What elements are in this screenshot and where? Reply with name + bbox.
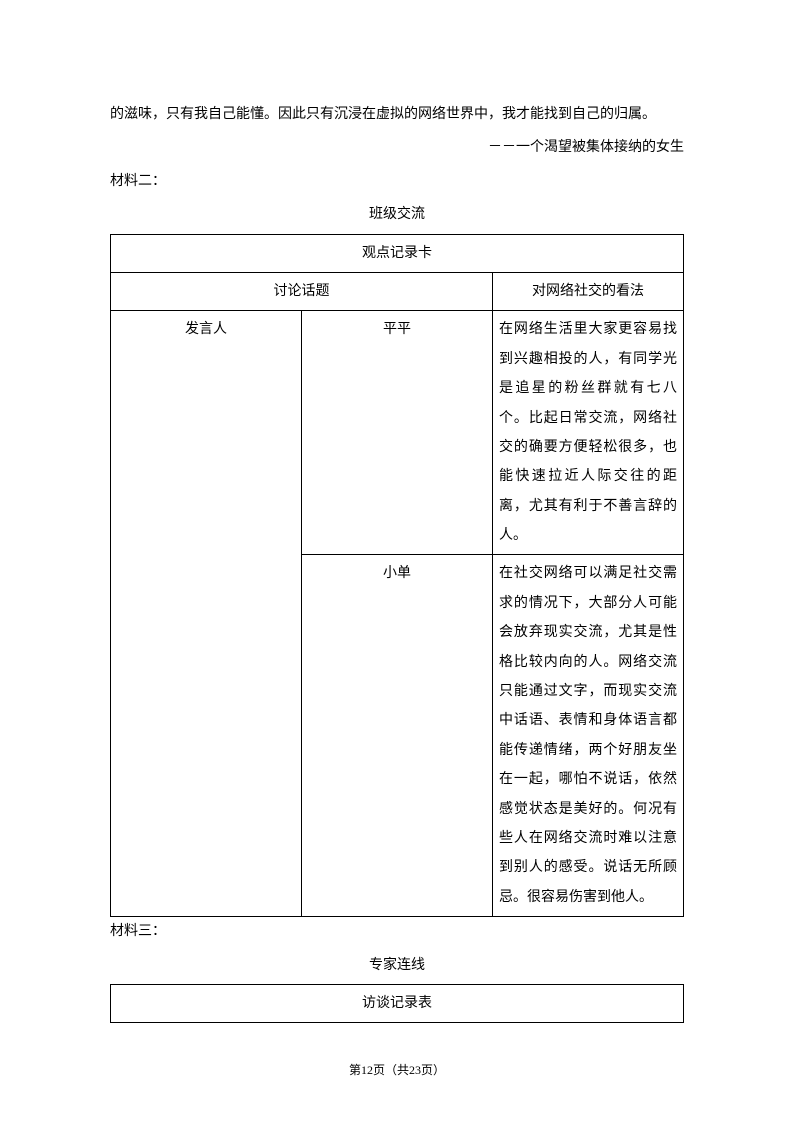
table-1-title: 班级交流 (110, 200, 684, 229)
table-1-col-opinion: 对网络社交的看法 (493, 272, 684, 310)
table-1-speaker-1-content: 在网络生活里大家更容易找到兴趣相投的人，有同学光是追星的粉丝群就有七八个。比起日… (493, 311, 684, 555)
table-2: 访谈记录表 (110, 984, 684, 1023)
signature-text: －－一个渴望被集体接纳的女生 (110, 133, 684, 162)
table-1: 观点记录卡 讨论话题 对网络社交的看法 发言人 平平 在网络生活里大家更容易找到… (110, 234, 684, 918)
page-footer: 第12页（共23页） (0, 1058, 794, 1083)
footer-page-suffix: 页 (373, 1063, 385, 1077)
table-1-speaker-2-content: 在社交网络可以满足社交需求的情况下，大部分人可能会放弃现实交流，尤其是性格比较内… (493, 555, 684, 917)
table-1-speaker-2-name: 小单 (302, 555, 493, 917)
intro-text: 的滋味，只有我自己能懂。因此只有沉浸在虚拟的网络世界中，我才能找到自己的归属。 (110, 100, 684, 129)
table-1-speaker-label: 发言人 (111, 311, 302, 917)
table-1-speaker-1-name: 平平 (302, 311, 493, 555)
footer-total-pages: 23 (409, 1063, 421, 1077)
footer-of-open: （共 (385, 1063, 409, 1077)
footer-of-close: 页） (421, 1063, 445, 1077)
table-1-col-topic: 讨论话题 (111, 272, 493, 310)
section-3-label: 材料三： (110, 917, 684, 946)
table-2-title: 专家连线 (110, 951, 684, 980)
table-1-header: 观点记录卡 (111, 234, 684, 272)
table-2-header: 访谈记录表 (111, 984, 684, 1022)
section-2-label: 材料二： (110, 167, 684, 196)
footer-prefix: 第 (349, 1063, 361, 1077)
footer-current-page: 12 (361, 1063, 373, 1077)
